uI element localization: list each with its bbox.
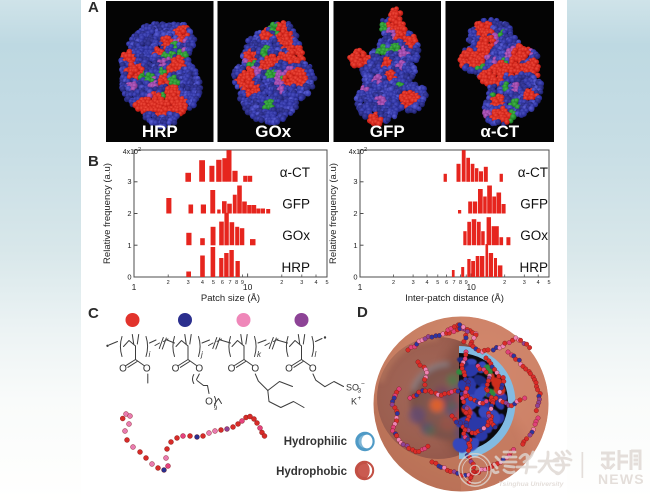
svg-text:2: 2: [503, 280, 506, 286]
svg-text:2: 2: [127, 209, 131, 218]
svg-text:5: 5: [547, 280, 550, 286]
svg-text:GFP: GFP: [520, 197, 548, 212]
svg-text:6: 6: [221, 280, 224, 286]
svg-text:2: 2: [167, 280, 170, 286]
svg-text:j: j: [200, 350, 203, 359]
svg-text:O: O: [285, 364, 293, 375]
svg-text:HRP: HRP: [519, 260, 548, 275]
svg-text:1: 1: [132, 282, 137, 292]
svg-text:1: 1: [353, 241, 357, 250]
svg-text:GOx: GOx: [520, 228, 548, 243]
svg-text:NEWS: NEWS: [598, 471, 645, 487]
svg-text:7: 7: [452, 280, 455, 286]
svg-text:i: i: [149, 350, 151, 359]
svg-text:Relative frequency (a.u): Relative frequency (a.u): [328, 163, 339, 264]
svg-text:O: O: [172, 364, 180, 375]
svg-text:6: 6: [445, 280, 448, 286]
svg-text:Hydrophobic: Hydrophobic: [276, 466, 348, 478]
svg-text:O: O: [205, 397, 213, 408]
svg-text:−: −: [361, 381, 365, 388]
svg-text:4: 4: [314, 280, 317, 286]
svg-text:α-CT: α-CT: [518, 165, 548, 180]
svg-text:O: O: [143, 364, 151, 375]
svg-text:O: O: [119, 364, 127, 375]
svg-text:5: 5: [325, 280, 328, 286]
svg-text:Relative frequency (a.u): Relative frequency (a.u): [102, 163, 113, 264]
svg-text:10: 10: [466, 282, 476, 292]
svg-text:2: 2: [392, 280, 395, 286]
svg-text:D: D: [357, 304, 368, 321]
svg-text:B: B: [88, 153, 99, 170]
svg-text:α-CT: α-CT: [480, 122, 519, 141]
svg-text:SO: SO: [346, 383, 359, 393]
svg-text:0: 0: [353, 273, 357, 282]
svg-text:7: 7: [228, 280, 231, 286]
svg-text:4x102: 4x102: [349, 147, 367, 156]
svg-text:+: +: [358, 395, 362, 402]
svg-text:C: C: [88, 305, 99, 322]
svg-text:8: 8: [235, 280, 238, 286]
svg-text:HRP: HRP: [281, 260, 310, 275]
svg-text:3: 3: [353, 177, 357, 186]
svg-text:3: 3: [127, 177, 131, 186]
svg-text:GOx: GOx: [282, 228, 310, 243]
svg-text:9: 9: [214, 406, 218, 412]
svg-text:GOx: GOx: [255, 122, 291, 141]
svg-text:O: O: [309, 364, 317, 375]
svg-text:0: 0: [127, 273, 131, 282]
svg-text:A: A: [88, 0, 99, 16]
svg-text:3: 3: [523, 280, 526, 286]
svg-text:α-CT: α-CT: [280, 165, 310, 180]
svg-text:Patch size (Å): Patch size (Å): [201, 293, 260, 304]
svg-text:3: 3: [187, 280, 190, 286]
svg-text:10: 10: [243, 282, 253, 292]
svg-text:3: 3: [358, 388, 362, 395]
svg-text:Hydrophilic: Hydrophilic: [284, 436, 348, 448]
svg-text:2: 2: [280, 280, 283, 286]
svg-text:3: 3: [300, 280, 303, 286]
svg-text:2: 2: [353, 209, 357, 218]
svg-text:5: 5: [436, 280, 439, 286]
svg-text:8: 8: [459, 280, 462, 286]
svg-text:1: 1: [127, 241, 131, 250]
svg-text:4: 4: [201, 280, 204, 286]
svg-text:O: O: [195, 364, 203, 375]
svg-text:O: O: [228, 364, 236, 375]
svg-text:Inter-patch distance (Å): Inter-patch distance (Å): [405, 293, 504, 304]
svg-text:1: 1: [358, 282, 363, 292]
svg-text:GFP: GFP: [282, 197, 310, 212]
svg-text:k: k: [257, 350, 262, 359]
svg-text:HRP: HRP: [142, 122, 178, 141]
svg-text:4x102: 4x102: [123, 147, 141, 156]
svg-text:l: l: [315, 350, 317, 359]
svg-text:3: 3: [412, 280, 415, 286]
svg-text:O: O: [251, 364, 259, 375]
svg-text:Tsinghua University: Tsinghua University: [499, 481, 565, 488]
svg-text:4: 4: [425, 280, 428, 286]
svg-text:5: 5: [212, 280, 215, 286]
svg-text:K: K: [351, 397, 357, 407]
svg-text:9: 9: [241, 280, 244, 286]
svg-text:GFP: GFP: [370, 122, 405, 141]
svg-text:9: 9: [465, 280, 468, 286]
svg-text:4: 4: [537, 280, 540, 286]
